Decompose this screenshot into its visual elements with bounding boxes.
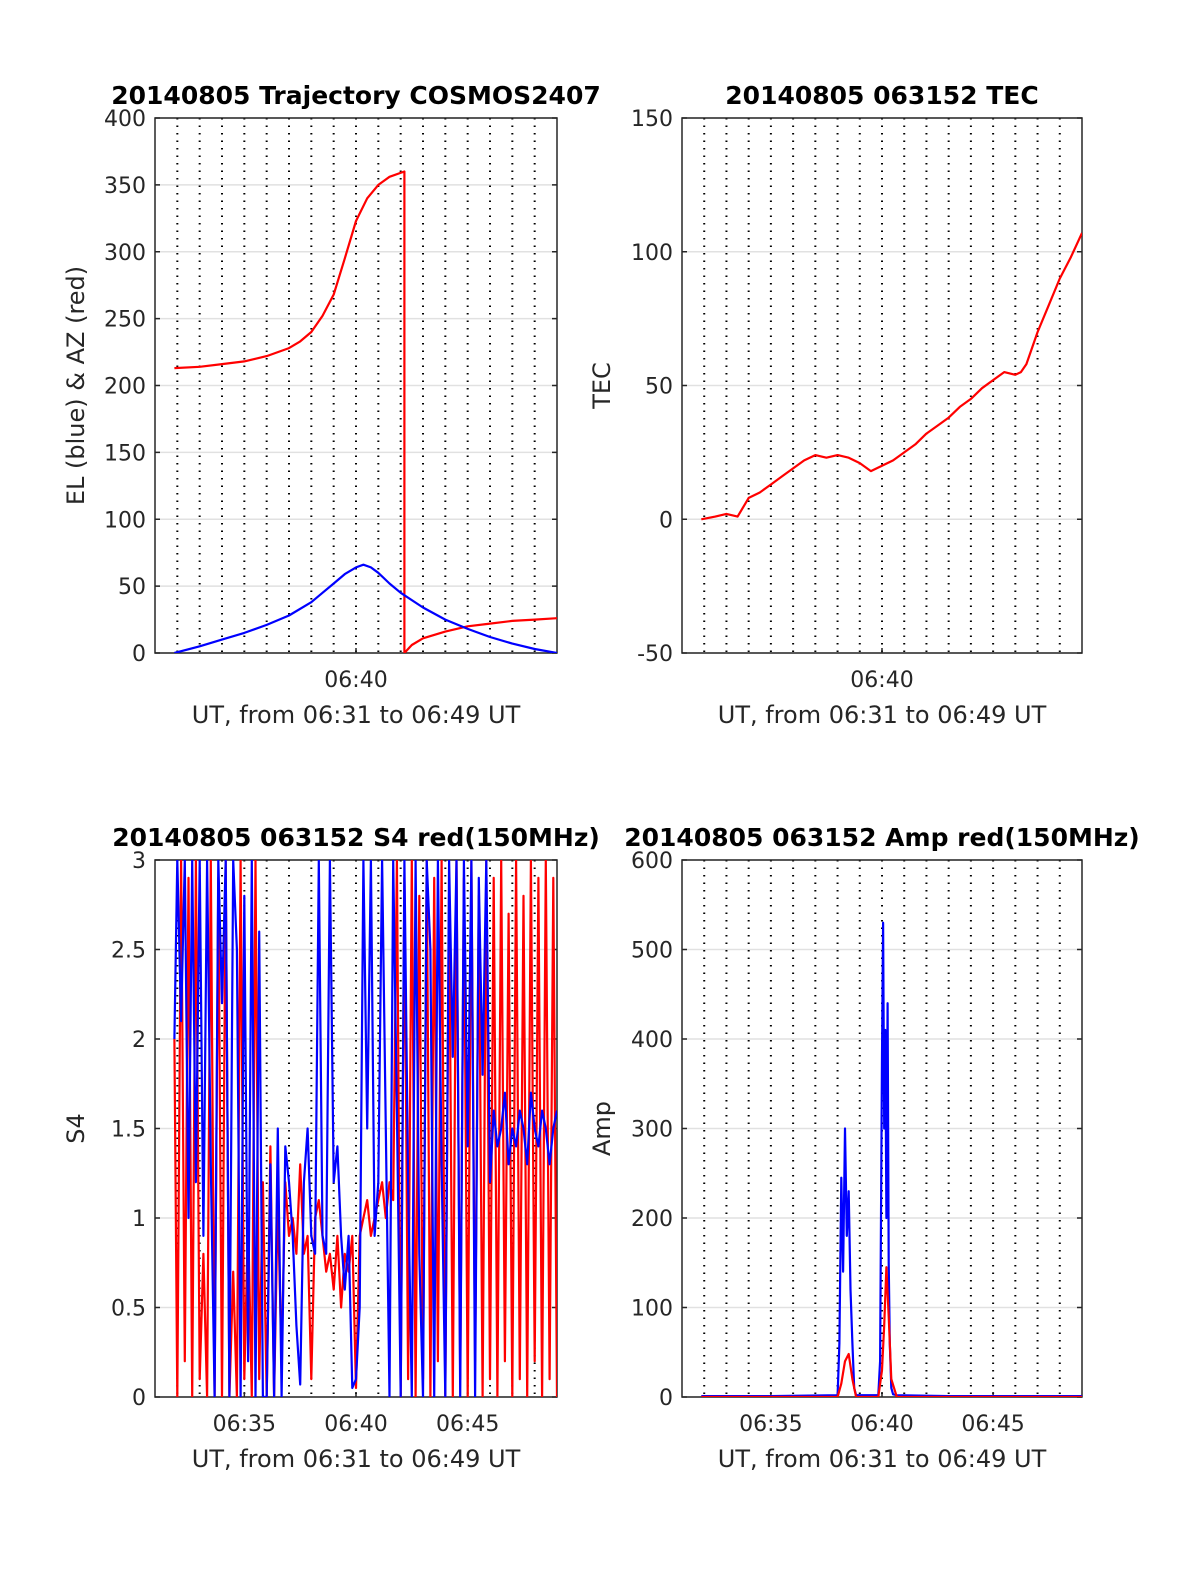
y-tick-label: 200 (104, 375, 146, 400)
y-tick-label: 2.5 (111, 939, 146, 964)
y-tick-label: 0 (659, 1386, 673, 1411)
x-tick-label: 06:40 (324, 668, 387, 693)
series-group (173, 860, 557, 1397)
x-axis-label: UT, from 06:31 to 06:49 UT (718, 701, 1047, 729)
y-tick-label: 100 (631, 1297, 673, 1322)
red-series-line (701, 1266, 1082, 1397)
y-tick-label: 250 (104, 308, 146, 333)
blue-series-line (173, 860, 557, 1397)
y-tick-label: 0 (659, 508, 673, 533)
red-series-line (173, 860, 557, 1397)
y-axis-label: S4 (62, 1113, 90, 1144)
y-axis-label: Amp (588, 1101, 616, 1156)
x-tick-label: 06:40 (324, 1412, 387, 1437)
chart-2: -50 0 50 100 150 06:40 20140805 063152 TEC UT, … (588, 81, 1083, 729)
red-series-line (701, 232, 1082, 521)
y-tick-label: 400 (104, 107, 146, 132)
chart-1: 0 50 100 150 200 250 300 350 400 06:40 20140805 Tr… (62, 81, 601, 729)
series-group (701, 232, 1082, 521)
y-tick-label: 500 (631, 939, 673, 964)
chart-title: 20140805 Trajectory COSMOS2407 (111, 81, 601, 110)
y-tick-label: 0 (132, 1386, 146, 1411)
y-axis-label: TEC (588, 362, 616, 410)
x-axis-label: UT, from 06:31 to 06:49 UT (192, 701, 521, 729)
y-tick-label: 350 (104, 174, 146, 199)
y-tick-label: 50 (118, 575, 146, 600)
chart-title: 20140805 063152 TEC (725, 81, 1038, 110)
y-tick-label: -50 (637, 642, 673, 667)
series-group (174, 170, 557, 653)
y-tick-label: 2 (132, 1028, 146, 1053)
y-tick-label: 50 (645, 375, 673, 400)
y-tick-label: 600 (631, 849, 673, 874)
x-axis-label: UT, from 06:31 to 06:49 UT (718, 1445, 1047, 1473)
chart-title: 20140805 063152 S4 red(150MHz) (112, 823, 600, 852)
x-tick-label: 06:45 (436, 1412, 499, 1437)
y-tick-label: 400 (631, 1028, 673, 1053)
y-tick-label: 100 (104, 508, 146, 533)
y-tick-label: 300 (104, 241, 146, 266)
red-series-line (174, 170, 557, 653)
x-tick-label: 06:40 (850, 1412, 913, 1437)
y-tick-label: 0.5 (111, 1297, 146, 1322)
x-tick-label: 06:45 (961, 1412, 1024, 1437)
y-tick-label: 100 (631, 241, 673, 266)
blue-series-line (174, 563, 557, 653)
series-group (701, 921, 1082, 1397)
y-tick-label: 150 (631, 107, 673, 132)
y-tick-label: 1 (132, 1207, 146, 1232)
y-tick-label: 1.5 (111, 1118, 146, 1143)
x-tick-label: 06:35 (213, 1412, 276, 1437)
chart-3: 0 0.5 1 1.5 2 2.5 3 06:35 06:40 06:45 20140805 063… (62, 823, 600, 1473)
x-axis-label: UT, from 06:31 to 06:49 UT (192, 1445, 521, 1473)
y-tick-label: 3 (132, 849, 146, 874)
x-tick-label: 06:35 (739, 1412, 802, 1437)
y-axis-label: EL (blue) & AZ (red) (62, 266, 90, 505)
y-tick-label: 150 (104, 441, 146, 466)
x-tick-label: 06:40 (850, 668, 913, 693)
y-tick-label: 200 (631, 1207, 673, 1232)
chart-4: 0 100 200 300 400 500 600 06:35 06:40 06:45 201408… (588, 823, 1140, 1473)
y-tick-label: 300 (631, 1118, 673, 1143)
y-tick-label: 0 (132, 642, 146, 667)
chart-title: 20140805 063152 Amp red(150MHz) (624, 823, 1140, 852)
